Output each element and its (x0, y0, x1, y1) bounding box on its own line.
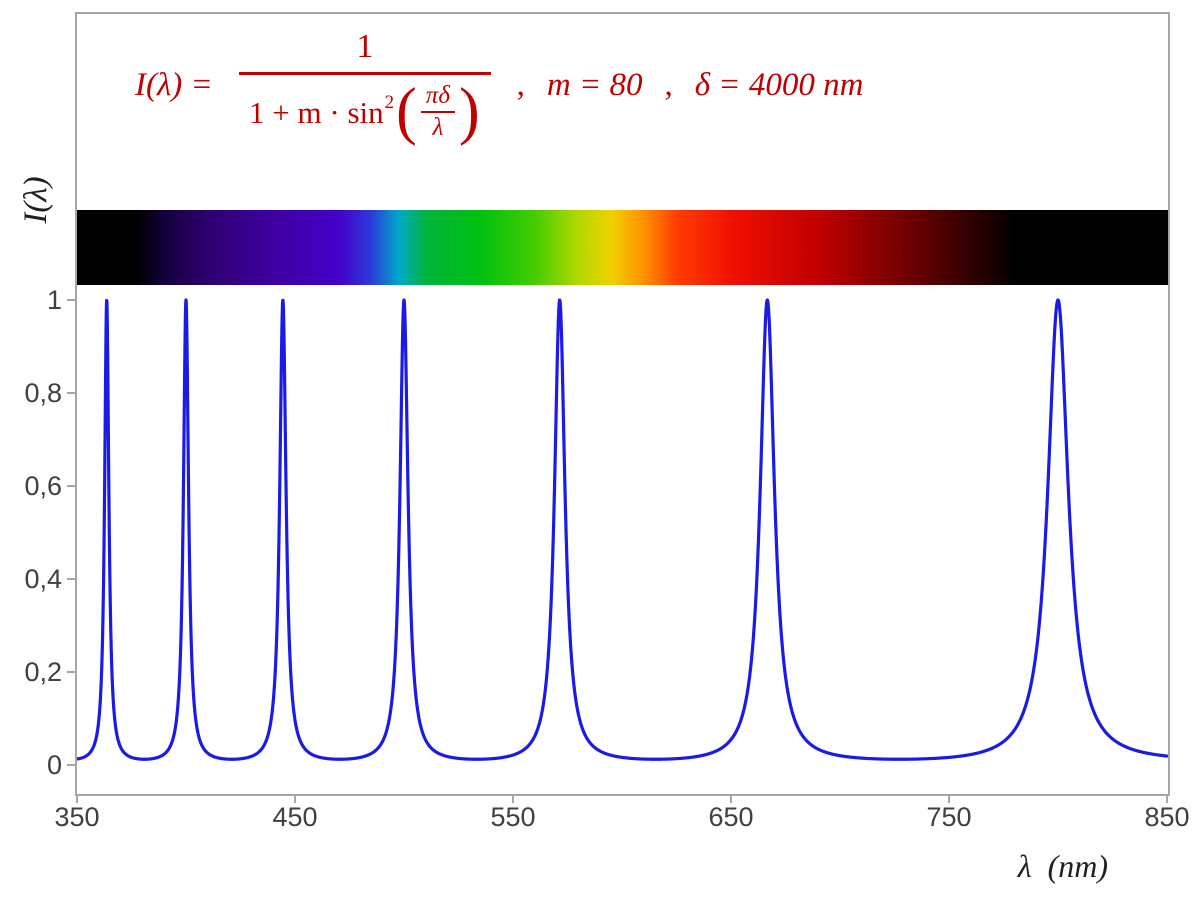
inner-denominator: λ (432, 114, 444, 142)
fraction-denominator: 1 + m · sin 2(πδ λ) (239, 75, 491, 147)
x-tick-label-750: 750 (926, 802, 972, 832)
y-tick-label-0-2: 0,2 (24, 657, 62, 687)
y-tick-label-0: 0 (46, 750, 62, 780)
y-axis-tick-mark (67, 764, 75, 766)
inner-fraction: πδ λ (420, 82, 455, 142)
x-tick-label-450: 450 (272, 802, 318, 832)
curve-svg (77, 298, 1168, 761)
x-axis-tick-mark (512, 796, 514, 803)
x-axis-tick-mark (294, 796, 296, 803)
x-tick-label-650: 650 (708, 802, 754, 832)
x-axis-title: λ (nm) (1017, 848, 1108, 884)
close-paren-icon: ) (458, 75, 480, 147)
y-tick-label-0-4: 0,4 (24, 564, 62, 594)
param-delta: δ = 4000 nm (694, 67, 864, 104)
comma-separator-2: , (664, 67, 673, 104)
param-m: m = 80 (546, 67, 643, 104)
open-paren-icon: ( (396, 75, 417, 147)
inner-numerator: πδ (420, 82, 455, 114)
fraction-numerator: 1 (239, 30, 491, 75)
y-axis-tick-mark (67, 485, 75, 487)
y-axis-tick-mark (67, 299, 75, 301)
plot-area: I(λ) = 1 1 + m · sin 2(πδ λ) , m = 80 , δ … (75, 12, 1170, 796)
y-tick-label-0-8: 0,8 (24, 378, 62, 408)
x-axis-tick-mark (948, 796, 950, 803)
y-axis-tick-mark (67, 671, 75, 673)
denominator-prefix: 1 + m · sin (249, 94, 384, 130)
x-axis-tick-mark (730, 796, 732, 803)
x-axis-tick-mark (76, 796, 78, 803)
intensity-curve (77, 298, 1168, 761)
y-tick-label-0-6: 0,6 (24, 471, 62, 501)
y-axis-tick-mark (67, 578, 75, 580)
formula-lhs: I(λ) = (135, 67, 222, 104)
formula-fraction: 1 1 + m · sin 2(πδ λ) (239, 30, 491, 147)
x-tick-label-350: 350 (54, 802, 100, 832)
comma-separator-1: , (516, 67, 525, 104)
visible-spectrum-bar (77, 210, 1168, 285)
y-axis-title: I(λ) (18, 176, 54, 224)
sin-exponent: 2 (384, 91, 395, 113)
x-axis-tick-mark (1166, 796, 1168, 803)
y-tick-label-1: 1 (46, 285, 62, 315)
y-axis-tick-mark (67, 392, 75, 394)
x-tick-label-850: 850 (1144, 802, 1190, 832)
formula-title: I(λ) = 1 1 + m · sin 2(πδ λ) , m = 80 , δ … (135, 30, 864, 147)
x-tick-label-550: 550 (490, 802, 536, 832)
